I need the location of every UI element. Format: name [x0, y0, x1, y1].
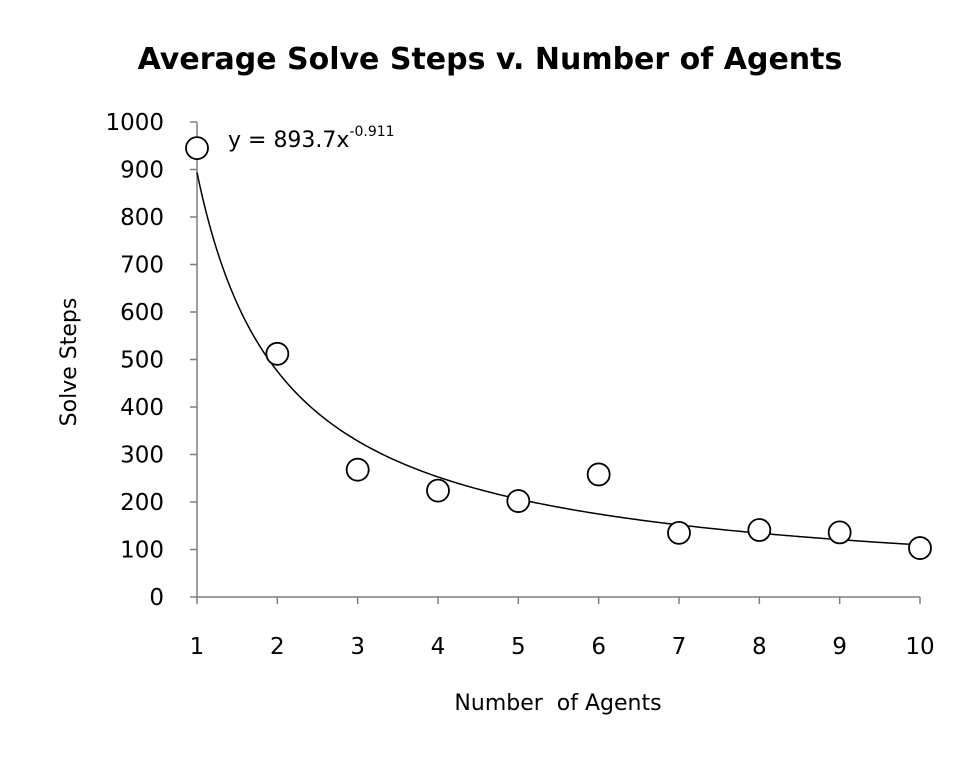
trendline [196, 172, 921, 546]
data-point [827, 520, 852, 545]
x-tick-label: 4 [431, 634, 446, 660]
x-axis-title: Number of Agents [454, 691, 661, 716]
x-tick-label: 6 [591, 634, 606, 660]
axes [196, 122, 920, 598]
y-tick-label: 900 [120, 158, 164, 184]
data-point [426, 478, 450, 503]
trendline-equation-base: y = 893.7x [228, 128, 349, 153]
data-points [185, 136, 932, 560]
x-tick-label: 9 [832, 634, 847, 660]
x-tick-label: 2 [270, 634, 285, 660]
x-tick-label: 1 [190, 634, 205, 660]
x-tick-label: 10 [905, 634, 934, 660]
y-tick-label: 300 [120, 443, 164, 469]
x-axis-ticks: 1 2 3 4 5 6 7 8 9 10 [190, 597, 935, 660]
y-axis-ticks: 0 100 200 300 400 500 600 700 800 900 1000 [105, 110, 197, 611]
y-tick-label: 700 [120, 253, 164, 279]
data-point [586, 462, 611, 487]
y-tick-label: 200 [120, 490, 164, 516]
x-tick-label: 5 [511, 634, 526, 660]
y-tick-label: 100 [120, 538, 164, 564]
data-point [265, 341, 290, 366]
chart-title: Average Solve Steps v. Number of Agents [138, 42, 843, 77]
y-tick-label: 1000 [105, 110, 164, 136]
data-point [667, 520, 691, 545]
trendline-equation-exponent: -0.911 [349, 124, 394, 140]
data-point [185, 136, 209, 161]
y-tick-label: 0 [149, 585, 164, 611]
data-point [747, 518, 772, 542]
y-tick-label: 500 [120, 348, 164, 374]
x-tick-label: 3 [350, 634, 365, 660]
data-point [506, 489, 531, 513]
y-tick-label: 600 [120, 300, 164, 326]
y-tick-label: 800 [120, 205, 164, 231]
data-point [345, 457, 370, 482]
y-tick-label: 400 [120, 395, 164, 421]
x-tick-label: 7 [672, 634, 687, 660]
trendline-equation: y = 893.7x-0.911 [228, 124, 395, 153]
x-tick-label: 8 [752, 634, 767, 660]
data-point [908, 536, 932, 560]
y-axis-title: Solve Steps [57, 298, 82, 427]
